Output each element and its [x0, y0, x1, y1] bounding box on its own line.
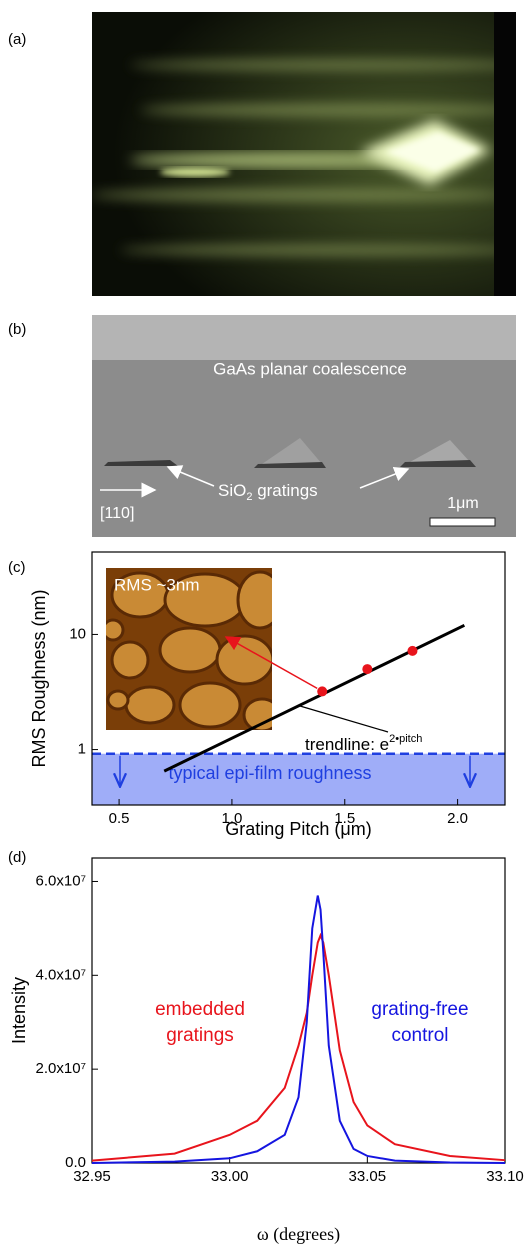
- y-tick-label: 0.0: [65, 1154, 86, 1171]
- threshold-band: [92, 753, 505, 805]
- y-tick-label: 2.0x10⁷: [36, 1060, 86, 1077]
- plot-frame: [91, 857, 506, 1164]
- series-line: [91, 932, 506, 1162]
- x-tick-label: 32.95: [73, 1168, 111, 1185]
- x-tick-label: 1.0: [221, 810, 242, 827]
- chart-c: typical epi-film roughness 0.5 1.0 1.5 2.0 1 1…: [29, 551, 506, 839]
- x-tick-label: 0.5: [109, 810, 130, 827]
- scale-label: 1μm: [447, 495, 478, 512]
- x-tick-label: 2.0: [447, 810, 468, 827]
- data-point: [407, 645, 418, 656]
- y-tick-label: 4.0x10⁷: [36, 966, 86, 983]
- annotation: embedded: [155, 999, 245, 1020]
- panel-label: (d): [8, 849, 26, 866]
- x-tick-label: 33.10: [486, 1168, 524, 1185]
- chart-d: 32.95 33.00 33.05 33.10 0.0 2.0x10⁷ 4.0x10⁷ 6.0…: [9, 857, 524, 1245]
- y-tick-label: 1: [78, 741, 86, 758]
- rheed-image: [92, 12, 516, 296]
- x-tick-label: 1.5: [334, 810, 355, 827]
- x-axis-label: ω (degrees): [257, 1224, 340, 1245]
- data-point: [362, 664, 373, 675]
- y-tick-label: 10: [69, 625, 86, 642]
- x-tick-label: 33.00: [211, 1168, 249, 1185]
- inset-label: RMS ~3nm: [114, 575, 200, 594]
- trendline-label-main: trendline: e: [305, 735, 389, 754]
- sem-title: GaAs planar coalescence: [213, 359, 407, 378]
- y-axis-label: Intensity: [9, 977, 29, 1044]
- x-axis-label: Grating Pitch (μm): [225, 819, 371, 839]
- inset-pointer: [224, 636, 318, 690]
- panel-label: (c): [8, 559, 26, 576]
- trendline-pointer: [299, 705, 389, 733]
- threshold-label: typical epi-film roughness: [168, 763, 371, 783]
- y-tick-label: 6.0x10⁷: [36, 872, 86, 889]
- y-axis-label: RMS Roughness (nm): [29, 589, 49, 767]
- trendline-label-sup: 2•pitch: [389, 733, 422, 745]
- series-line: [91, 895, 506, 1164]
- direction-label: [110]: [100, 505, 134, 522]
- sem-gratings-label: SiO2 gratings: [218, 481, 318, 502]
- data-point: [317, 686, 328, 697]
- trendline-label: trendline: e2•pitch: [305, 733, 422, 755]
- annotation: grating-free: [371, 999, 468, 1020]
- annotation: control: [391, 1025, 448, 1046]
- chart-c-overlay: trendline: e2•pitch RMS ~3nm: [114, 575, 466, 773]
- sem-image: GaAs planar coalescence SiO2 gratings [1…: [92, 315, 516, 537]
- annotation: gratings: [166, 1025, 234, 1046]
- panel-label: (a): [8, 31, 26, 48]
- x-tick-label: 33.05: [349, 1168, 387, 1185]
- panel-label: (b): [8, 321, 26, 338]
- plot-frame: [91, 551, 506, 806]
